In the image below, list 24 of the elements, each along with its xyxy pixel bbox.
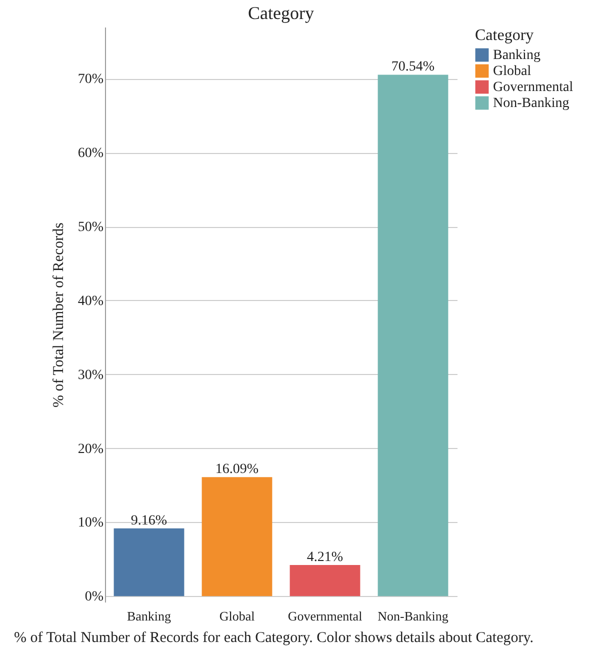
y-axis-title: % of Total Number of Records bbox=[50, 222, 67, 408]
x-tick-label: Global bbox=[219, 608, 256, 624]
legend-label: Banking bbox=[493, 48, 540, 63]
data-label: 16.09% bbox=[215, 462, 259, 478]
y-tick-label: 30% bbox=[78, 368, 104, 383]
y-tick-label: 60% bbox=[78, 146, 104, 162]
y-tick-label: 70% bbox=[78, 72, 104, 88]
x-tick-label: Non-Banking bbox=[378, 608, 449, 624]
y-tick-label: 20% bbox=[78, 442, 104, 457]
y-tick-label: 40% bbox=[78, 294, 104, 309]
x-tick-label: Governmental bbox=[288, 608, 363, 624]
data-label: 70.54% bbox=[391, 60, 435, 75]
y-tick-label: 50% bbox=[78, 220, 104, 236]
y-tick-label: 10% bbox=[78, 516, 104, 531]
y-tick-label: 0% bbox=[84, 590, 104, 605]
legend-label: Governmental bbox=[493, 80, 574, 95]
data-label: 4.21% bbox=[306, 550, 344, 565]
legend-label: Non-Banking bbox=[493, 96, 570, 111]
legend-title: Category bbox=[475, 27, 534, 44]
x-tick-label: Banking bbox=[126, 608, 172, 624]
data-label: 9.16% bbox=[130, 513, 168, 528]
chart-title: Category bbox=[248, 3, 314, 23]
legend-label: Global bbox=[493, 64, 532, 79]
text: % of Total Number of Records for each Category. Color shows details about Category. bbox=[13, 629, 535, 647]
